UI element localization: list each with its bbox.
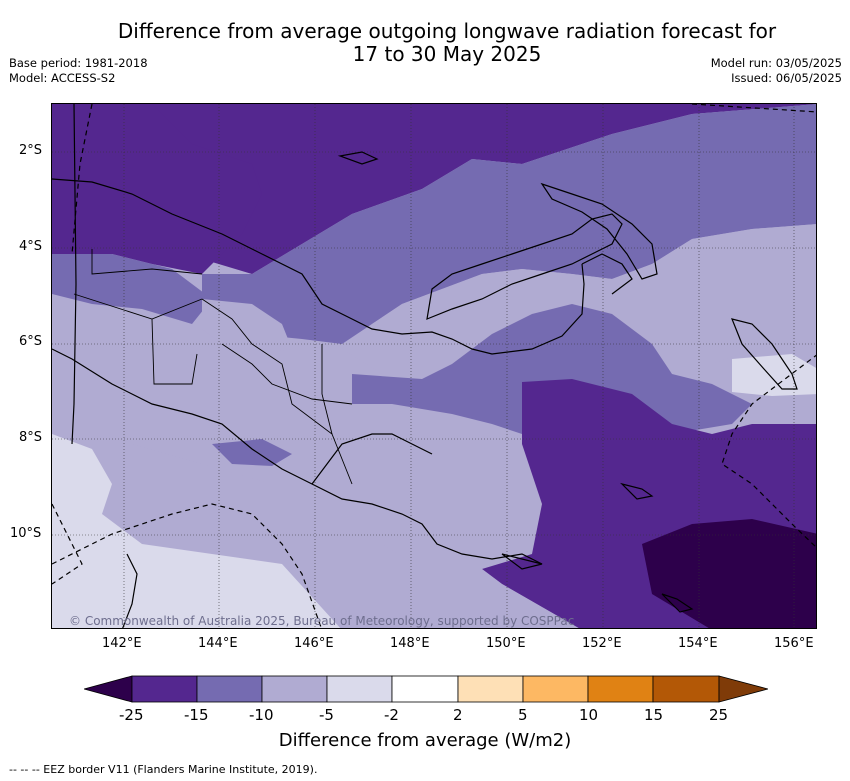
lon-label-152e: 152°E: [582, 636, 622, 651]
meta-right: Model run: 03/05/2025 Issued: 06/05/2025: [711, 56, 842, 86]
province-borders: [73, 249, 353, 485]
lon-label-154e: 154°E: [678, 636, 718, 651]
cb-tick-3: -5: [319, 706, 334, 724]
colorbar-seg-8: [652, 675, 720, 703]
eez-border: [52, 104, 816, 628]
title-line-2: 17 to 30 May 2025: [352, 42, 542, 66]
colorbar: [82, 675, 770, 709]
anomaly-map: © Commonwealth of Australia 2025, Bureau…: [51, 103, 817, 629]
map-title: Difference from average outgoing longwav…: [0, 20, 850, 66]
lon-label-148e: 148°E: [390, 636, 430, 651]
colorbar-seg-7: [587, 675, 654, 703]
copyright-notice: © Commonwealth of Australia 2025, Bureau…: [69, 614, 575, 628]
cb-tick-5: 2: [453, 706, 463, 724]
colorbar-segments: [131, 675, 720, 703]
map-svg: [52, 104, 816, 628]
lon-label-156e: 156°E: [774, 636, 814, 651]
colorbar-seg-3: [326, 675, 393, 703]
coastlines: [52, 104, 798, 628]
cb-tick-7: 10: [579, 706, 599, 724]
cb-tick-2: -10: [249, 706, 274, 724]
colorbar-under: [82, 675, 133, 703]
lat-label-2s: 2°S: [19, 143, 43, 158]
lat-label-6s: 6°S: [19, 334, 43, 349]
lat-label-8s: 8°S: [19, 430, 43, 445]
lat-label-10s: 10°S: [10, 526, 42, 541]
cb-tick-6: 5: [518, 706, 528, 724]
colorbar-seg-6: [522, 675, 589, 703]
cb-tick-9: 25: [709, 706, 729, 724]
title-line-1: Difference from average outgoing longwav…: [117, 19, 777, 43]
cb-tick-0: -25: [119, 706, 144, 724]
colorbar-title: Difference from average (W/m2): [278, 730, 572, 751]
meta-left: Base period: 1981-2018 Model: ACCESS-S2: [9, 56, 148, 86]
colorbar-seg-5: [457, 675, 524, 703]
model-run: Model run: 03/05/2025: [710, 56, 842, 70]
colorbar-seg-1: [196, 675, 263, 703]
lat-label-4s: 4°S: [19, 239, 43, 254]
lon-label-146e: 146°E: [294, 636, 334, 651]
lon-label-142e: 142°E: [102, 636, 142, 651]
lon-label-150e: 150°E: [486, 636, 526, 651]
lon-label-144e: 144°E: [198, 636, 238, 651]
cb-tick-1: -15: [184, 706, 209, 724]
cb-tick-4: -2: [384, 706, 399, 724]
base-period: Base period: 1981-2018: [9, 56, 148, 70]
issued-date: Issued: 06/05/2025: [731, 71, 842, 85]
colorbar-seg-2: [261, 675, 328, 703]
footnote: -- -- -- EEZ border V11 (Flanders Marine…: [9, 763, 318, 776]
model-name: Model: ACCESS-S2: [9, 71, 116, 85]
cb-tick-8: 15: [644, 706, 664, 724]
colorbar-over: [718, 675, 770, 703]
colorbar-seg-4: [391, 675, 459, 703]
colorbar-seg-0: [131, 675, 198, 703]
